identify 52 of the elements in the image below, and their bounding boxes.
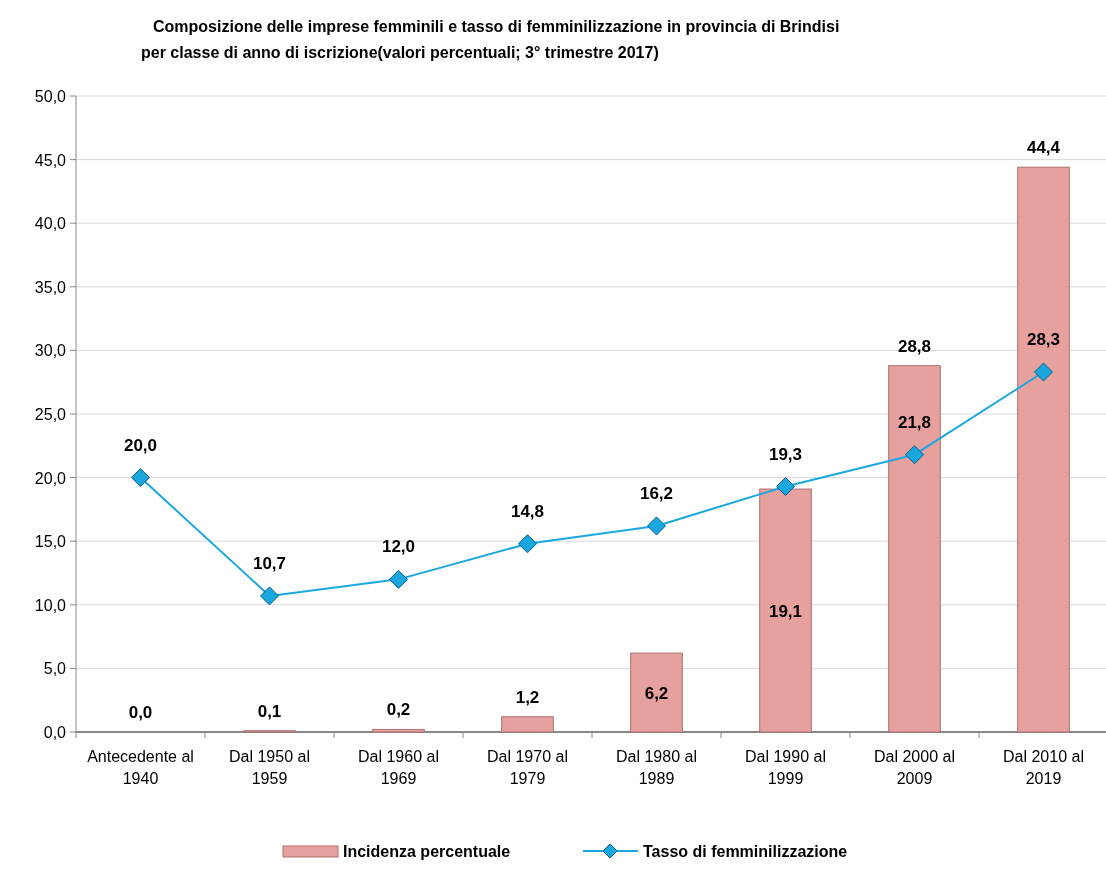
- data-label: 10,7: [252, 553, 287, 573]
- y-tick-label: 45,0: [34, 151, 67, 169]
- data-label: 28,8: [897, 336, 932, 356]
- point: [1034, 362, 1053, 382]
- data-label: 0,0: [128, 703, 153, 722]
- point: [905, 445, 924, 465]
- point: [260, 586, 279, 606]
- bar: [372, 728, 425, 733]
- point: [647, 516, 666, 536]
- data-label: 0,2: [386, 700, 411, 720]
- data-label: 28,3: [1026, 330, 1061, 350]
- y-tick-label: 35,0: [34, 278, 67, 296]
- bar: [759, 488, 812, 733]
- data-label: 20,0: [123, 435, 158, 455]
- legend-label: Incidenza percentuale: [343, 843, 511, 860]
- y-tick-label: 10,0: [34, 596, 67, 614]
- data-label: 0,1: [257, 701, 282, 721]
- y-tick-label: 50,0: [34, 88, 67, 105]
- y-tick-label: 20,0: [34, 469, 67, 487]
- y-tick-label: 30,0: [34, 342, 67, 360]
- legend-label: Tasso di femminilizzazione: [643, 843, 848, 860]
- data-label: 1,2: [515, 687, 540, 707]
- x-tick-label: Dal 2010 al 2019: [1003, 748, 1084, 787]
- data-label: 19,3: [768, 444, 803, 464]
- data-label: 12,0: [381, 537, 416, 557]
- point: [518, 534, 537, 554]
- x-tick-label: Dal 1970 al 1979: [487, 748, 568, 787]
- y-tick-label: 0,0: [43, 724, 67, 741]
- y-tick-label: 40,0: [34, 215, 67, 233]
- point: [131, 468, 150, 488]
- data-label: 44,4: [1026, 138, 1061, 158]
- point: [389, 569, 408, 589]
- x-tick-label: Dal 1990 al 1999: [745, 748, 826, 787]
- chart-title: Composizione delle imprese femminili e tasso di femminilizzazione in provincia di Brindisi per classe di anno di iscrizione(valori percentuali; 3° trimestre 2017): [141, 18, 840, 61]
- point: [776, 477, 795, 496]
- x-tick-label: Dal 2000 al 2009: [874, 748, 955, 787]
- x-tick-label: Dal 1980 al 1989: [616, 748, 697, 787]
- data-label: 16,2: [639, 483, 674, 503]
- bar: [1017, 166, 1070, 733]
- y-tick-label: 15,0: [34, 533, 67, 551]
- data-label: 21,8: [897, 412, 932, 432]
- data-label: 19,1: [768, 601, 803, 621]
- y-tick-label: 5,0: [43, 660, 67, 678]
- x-tick-label: Dal 1950 al 1959: [229, 748, 310, 787]
- data-label: 6,2: [644, 683, 669, 703]
- y-tick-label: 25,0: [34, 406, 67, 423]
- data-label: 14,8: [510, 501, 545, 521]
- bar: [501, 716, 554, 733]
- bar: [888, 365, 941, 733]
- x-tick-label: Antecedente al 1940: [87, 748, 194, 787]
- x-tick-label: Dal 1960 al 1969: [358, 748, 439, 787]
- bar: [630, 652, 683, 733]
